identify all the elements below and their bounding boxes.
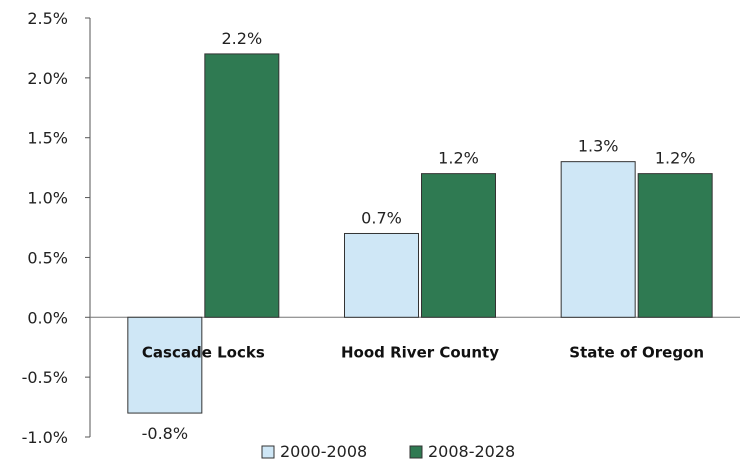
bars [127,53,713,414]
bar-state-of-oregon-2000-2008 [560,161,636,318]
y-tick-label: -0.5% [22,368,68,387]
legend: 2000-2008 2008-2028 [261,442,515,461]
bar-cascade-locks-2008-2028 [204,53,280,318]
data-label: 1.2% [655,149,696,168]
category-label: State of Oregon [569,343,704,361]
bar-hood-river-county-2000-2008 [344,232,419,318]
y-tick-label: 0.5% [27,248,68,267]
data-labels: -0.8% 2.2% 0.7% 1.2% 1.3% 1.2% [142,29,696,443]
y-tick-label: -1.0% [22,428,68,447]
y-tick-label: 1.5% [27,129,68,148]
data-label: 1.2% [438,149,479,168]
bar-cascade-locks-2000-2008 [127,316,203,414]
y-tick-label: 0.0% [27,308,68,327]
category-label: Hood River County [341,343,499,361]
bar-state-of-oregon-2008-2028 [637,173,713,318]
y-tick-label: 1.0% [27,189,68,208]
data-label: 0.7% [361,208,402,227]
category-label: Cascade Locks [142,343,265,361]
y-tick-label: 2.0% [27,69,68,88]
data-label: 1.3% [578,137,619,156]
y-tick-label: 2.5% [27,9,68,28]
legend-swatch [261,445,275,459]
category-labels: Cascade Locks Hood River County State of O… [142,343,704,361]
legend-label: 2008-2028 [428,442,515,461]
data-label: -0.8% [142,424,188,443]
legend-swatch [409,445,423,459]
bar-hood-river-county-2008-2028 [421,173,496,318]
legend-label: 2000-2008 [280,442,367,461]
data-label: 2.2% [222,29,263,48]
